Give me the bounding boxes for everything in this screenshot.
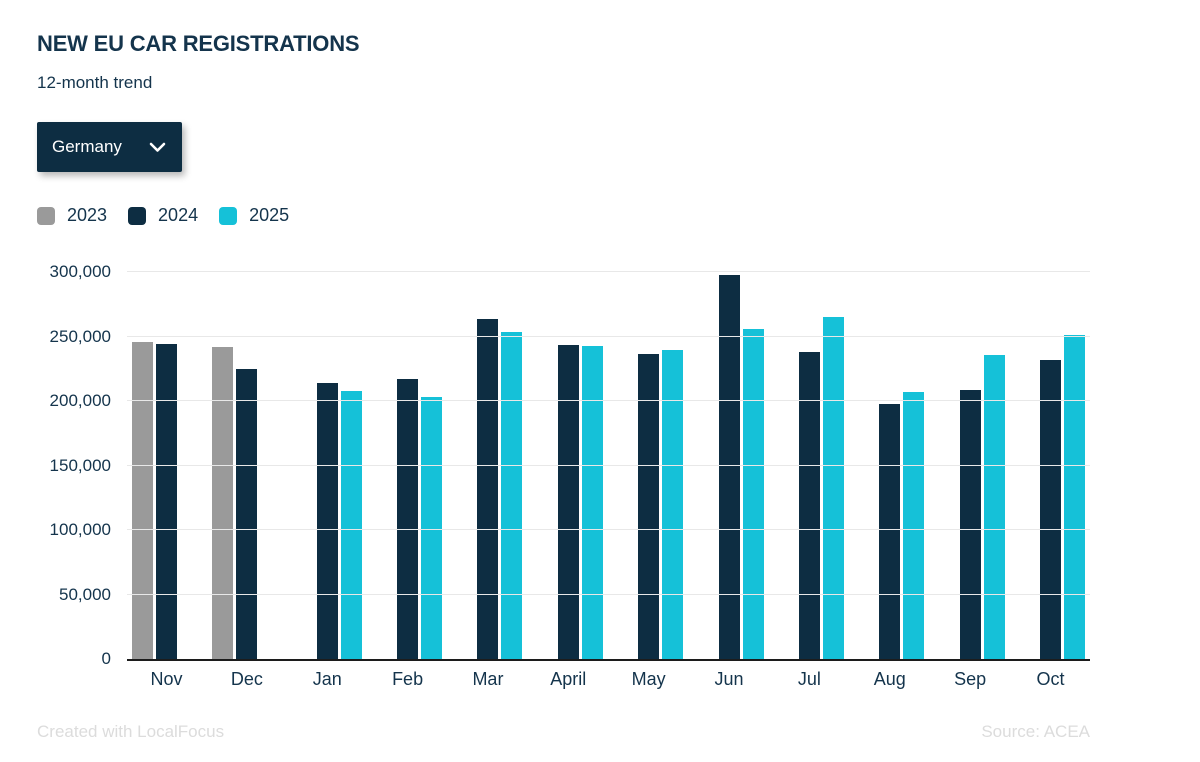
bar-group-jan — [293, 383, 362, 659]
gridline — [127, 400, 1090, 401]
region-dropdown[interactable]: Germany — [37, 122, 182, 172]
bar-dec-2023[interactable] — [212, 347, 234, 659]
bar-group-jun — [695, 275, 764, 659]
legend-item-2024: 2024 — [128, 205, 198, 226]
legend-swatch-2023 — [37, 206, 55, 225]
legend-item-2023: 2023 — [37, 205, 107, 226]
bar-group-aug — [855, 392, 925, 659]
x-axis-label-jun: Jun — [714, 669, 744, 689]
bar-nov-2024[interactable] — [156, 344, 177, 659]
legend-swatch-2025 — [219, 206, 238, 225]
bar-jan-2024[interactable] — [316, 383, 338, 659]
legend-item-2025: 2025 — [219, 205, 289, 226]
bar-mar-2025[interactable] — [501, 332, 523, 659]
y-axis-tick-label: 50,000 — [59, 584, 111, 604]
bar-group-oct — [1016, 335, 1085, 659]
bar-group-dec — [212, 347, 281, 659]
bar-sep-2025[interactable] — [983, 355, 1005, 659]
source-text: Source: ACEA — [981, 722, 1090, 741]
legend-label: 2025 — [249, 205, 290, 225]
bar-april-2024[interactable] — [557, 345, 579, 659]
y-axis-tick-label: 0 — [101, 649, 111, 668]
y-axis-tick-label: 200,000 — [49, 391, 111, 410]
bar-dec-2024[interactable] — [236, 369, 258, 659]
x-axis-label-cell: Jun — [695, 669, 764, 690]
bar-sep-2024[interactable] — [959, 390, 981, 659]
x-axis-label-cell: Mar — [453, 669, 522, 690]
x-axis-label-cell: Dec — [212, 669, 281, 690]
bar-jun-2024[interactable] — [718, 275, 740, 659]
bar-group-feb — [373, 379, 443, 659]
chevron-down-icon — [149, 142, 166, 153]
legend-swatch-2024 — [128, 206, 147, 225]
x-axis-label-cell: Sep — [936, 669, 1005, 690]
bar-feb-2025[interactable] — [421, 397, 443, 659]
chart-title: NEW EU CAR REGISTRATIONS — [37, 30, 360, 56]
x-axis-label-cell: April — [534, 669, 603, 690]
x-axis-label-jul: Jul — [797, 669, 821, 689]
x-axis-label-sep: Sep — [954, 669, 987, 689]
bar-group-jul — [775, 317, 844, 659]
x-axis-label-cell: Feb — [373, 669, 442, 690]
x-axis-label-cell: May — [614, 669, 683, 690]
bar-jul-2025[interactable] — [822, 317, 844, 659]
plot-area: 0 50,000 100,000 150,000 200,000 250,000 300,0… — [50, 262, 1090, 668]
bar-jun-2025[interactable] — [742, 329, 764, 659]
x-axis-label-oct: Oct — [1036, 669, 1065, 689]
x-axis-label-april: April — [550, 669, 587, 689]
bar-group-sep — [936, 355, 1005, 659]
x-axis-label-cell: Aug — [855, 669, 924, 690]
bar-april-2025[interactable] — [581, 346, 603, 659]
bar-mar-2024[interactable] — [477, 319, 499, 659]
chart-subtitle: 12-month trend — [37, 73, 153, 92]
bar-group-may — [614, 350, 684, 659]
x-axis-label-jan: Jan — [312, 669, 342, 689]
bar-group-mar — [453, 319, 523, 659]
y-axis-tick-label: 100,000 — [49, 520, 111, 539]
bar-group-nov — [132, 342, 201, 659]
gridline — [127, 335, 1090, 337]
legend-label: 2024 — [158, 205, 199, 225]
bars-row — [127, 272, 1090, 659]
bar-may-2025[interactable] — [662, 350, 684, 659]
bar-jan-2025[interactable] — [340, 391, 362, 659]
bar-group-april — [534, 345, 603, 659]
bar-jul-2024[interactable] — [798, 352, 820, 659]
x-axis-label-dec: Dec — [230, 669, 263, 689]
bar-may-2024[interactable] — [638, 354, 660, 659]
x-axis-label-feb: Feb — [392, 669, 424, 689]
x-axis-label-cell: Jul — [775, 669, 844, 690]
bar-aug-2025[interactable] — [903, 392, 925, 659]
bar-oct-2025[interactable] — [1063, 335, 1085, 659]
x-axis-labels: Nov Dec Jan Feb Mar April May Jun Jul Aug Sep Oct — [127, 669, 1090, 690]
x-axis-label-cell: Nov — [132, 669, 201, 690]
y-axis-tick-label: 300,000 — [49, 262, 111, 281]
legend: 2023 2024 2025 — [37, 205, 289, 226]
x-axis-label-may: May — [631, 669, 666, 689]
x-axis-label-mar: Mar — [472, 669, 504, 689]
bar-aug-2024[interactable] — [879, 404, 901, 659]
gridline — [127, 464, 1090, 466]
gridline — [127, 271, 1090, 272]
x-axis-label-cell: Jan — [293, 669, 362, 690]
gridline — [127, 593, 1090, 595]
y-axis-tick-label: 250,000 — [49, 326, 111, 346]
x-axis-label-aug: Aug — [873, 669, 906, 689]
attribution-text: Created with LocalFocus — [37, 722, 225, 741]
x-axis-label-cell: Oct — [1016, 669, 1085, 690]
gridline — [127, 529, 1090, 530]
bar-nov-2023[interactable] — [132, 342, 153, 659]
legend-label: 2023 — [67, 205, 108, 225]
x-axis-label-nov: Nov — [150, 669, 183, 689]
region-dropdown-value: Germany — [52, 137, 122, 156]
y-axis-tick-label: 150,000 — [49, 455, 111, 475]
bar-feb-2024[interactable] — [397, 379, 419, 659]
bar-oct-2024[interactable] — [1039, 360, 1061, 659]
